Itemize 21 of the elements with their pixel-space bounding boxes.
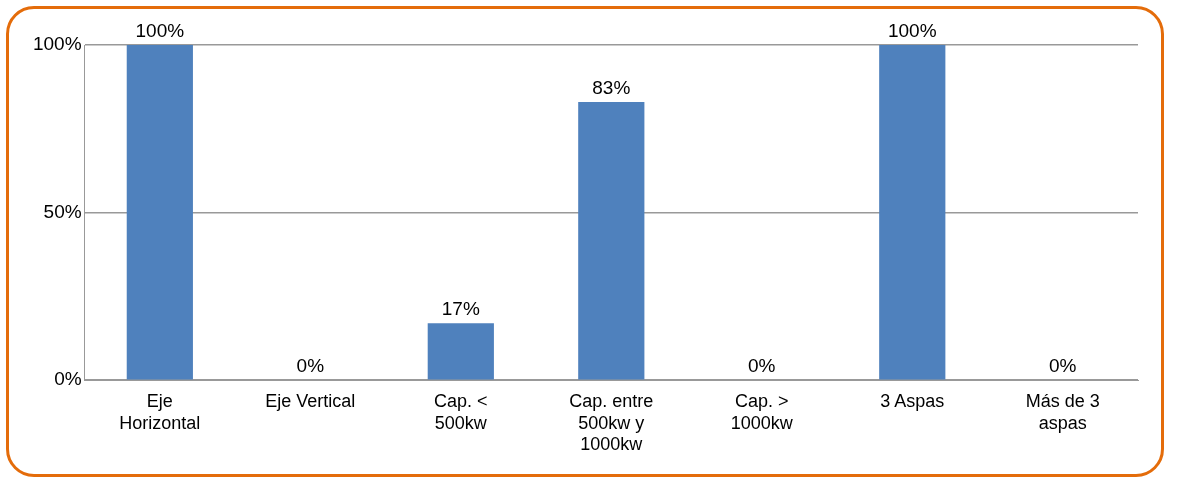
y-tick-label: 50% — [43, 200, 82, 222]
x-tick-label: Cap. entre 500kw y 1000kw — [569, 390, 654, 455]
y-tick-label: 0% — [54, 368, 82, 390]
data-label: 0% — [748, 354, 776, 376]
x-tick-label: 3 Aspas — [880, 390, 945, 411]
x-tick-label: Cap. > 1000kw — [730, 390, 794, 433]
y-tick-label: 100% — [32, 33, 82, 55]
data-label: 100% — [887, 19, 937, 41]
x-tick-label: Cap. < 500kw — [434, 390, 488, 433]
x-tick-label: Eje Vertical — [265, 390, 356, 411]
bar — [578, 101, 645, 380]
x-tick-label: Más de 3 aspas — [1025, 390, 1100, 433]
bar — [126, 45, 193, 380]
data-label: 17% — [441, 297, 480, 319]
data-label: 83% — [592, 76, 631, 98]
bar — [879, 45, 946, 380]
bar — [427, 323, 494, 380]
data-label: 0% — [1049, 354, 1077, 376]
data-label: 100% — [135, 19, 185, 41]
data-label: 0% — [296, 354, 325, 376]
x-tick-label: Eje Horizontal — [119, 390, 201, 433]
